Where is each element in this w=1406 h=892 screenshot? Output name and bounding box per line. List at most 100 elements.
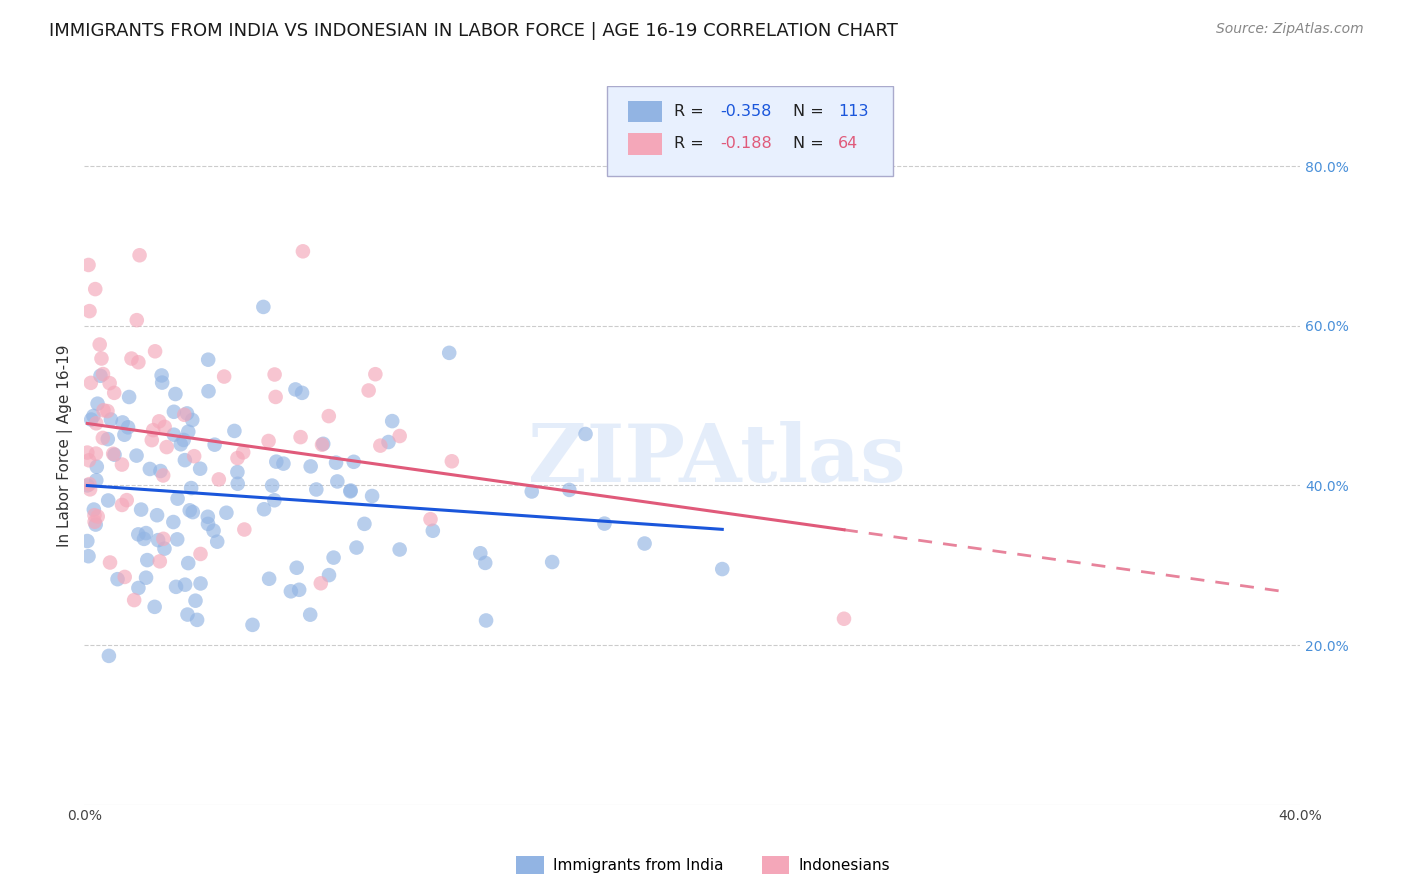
Point [224, 424, 246, 438]
Point [318, 409, 340, 423]
Point [558, 483, 581, 497]
Point [197, 509, 219, 524]
Point [204, 438, 226, 452]
Point [202, 524, 225, 538]
Point [100, 412, 122, 426]
Point [232, 445, 254, 459]
Point [470, 546, 492, 560]
Point [188, 461, 211, 475]
Text: IMMIGRANTS FROM INDIA VS INDONESIAN IN LABOR FORCE | AGE 16-19 CORRELATION CHART: IMMIGRANTS FROM INDIA VS INDONESIAN IN L… [49, 22, 898, 40]
Point [121, 351, 143, 366]
Point [318, 568, 340, 582]
Point [76, 534, 98, 549]
Point [253, 502, 276, 516]
Point [98, 556, 121, 570]
Text: 64: 64 [838, 136, 858, 152]
Point [135, 526, 157, 541]
Point [166, 533, 188, 547]
Point [339, 484, 361, 499]
Point [111, 458, 134, 472]
Point [117, 420, 139, 434]
Point [252, 300, 274, 314]
Point [284, 383, 307, 397]
Point [82, 409, 104, 423]
Point [80, 412, 103, 426]
Point [257, 572, 280, 586]
Text: N =: N = [793, 136, 830, 152]
Point [153, 541, 176, 556]
Point [162, 515, 184, 529]
Text: 113: 113 [838, 104, 869, 119]
Point [149, 554, 172, 568]
Point [146, 533, 169, 548]
Text: R =: R = [673, 104, 709, 119]
Point [165, 580, 187, 594]
Point [226, 476, 249, 491]
Point [93, 403, 115, 417]
Point [520, 484, 543, 499]
Point [127, 527, 149, 541]
Point [103, 447, 125, 461]
Point [437, 346, 460, 360]
Point [97, 493, 120, 508]
Point [107, 572, 129, 586]
Point [79, 477, 101, 491]
Point [112, 427, 135, 442]
Point [80, 376, 103, 390]
Point [77, 453, 100, 467]
Point [233, 523, 256, 537]
Point [84, 473, 107, 487]
Point [97, 648, 120, 663]
Point [181, 413, 204, 427]
Point [179, 503, 201, 517]
Point [266, 455, 288, 469]
Point [89, 337, 111, 351]
Point [173, 408, 195, 422]
Point [419, 512, 441, 526]
Point [103, 385, 125, 400]
Point [122, 593, 145, 607]
Point [136, 553, 159, 567]
Point [76, 478, 98, 492]
Point [346, 541, 368, 555]
Point [111, 416, 134, 430]
Point [84, 282, 107, 296]
Point [86, 397, 108, 411]
Point [291, 244, 314, 259]
Point [197, 384, 219, 399]
Point [152, 532, 174, 546]
Point [208, 472, 231, 486]
Point [90, 351, 112, 366]
Point [114, 570, 136, 584]
Point [143, 599, 166, 614]
Point [343, 455, 366, 469]
Point [262, 478, 284, 492]
Point [146, 508, 169, 523]
Point [312, 437, 335, 451]
Point [91, 431, 114, 445]
Point [357, 384, 380, 398]
Text: Source: ZipAtlas.com: Source: ZipAtlas.com [1216, 22, 1364, 37]
Point [226, 465, 249, 479]
Point [541, 555, 564, 569]
Point [86, 459, 108, 474]
Point [290, 430, 312, 444]
Point [149, 464, 172, 478]
Point [127, 355, 149, 369]
Point [832, 612, 855, 626]
Point [388, 542, 411, 557]
Point [143, 344, 166, 359]
FancyBboxPatch shape [627, 133, 662, 154]
Y-axis label: In Labor Force | Age 16-19: In Labor Force | Age 16-19 [58, 344, 73, 547]
Point [129, 502, 152, 516]
Point [177, 425, 200, 439]
Point [474, 556, 496, 570]
Point [150, 376, 173, 390]
Point [593, 516, 616, 531]
Point [574, 427, 596, 442]
Point [226, 451, 249, 466]
Point [79, 483, 101, 497]
Point [83, 515, 105, 529]
Point [242, 618, 264, 632]
Legend: Immigrants from India, Indonesians: Immigrants from India, Indonesians [510, 850, 896, 880]
